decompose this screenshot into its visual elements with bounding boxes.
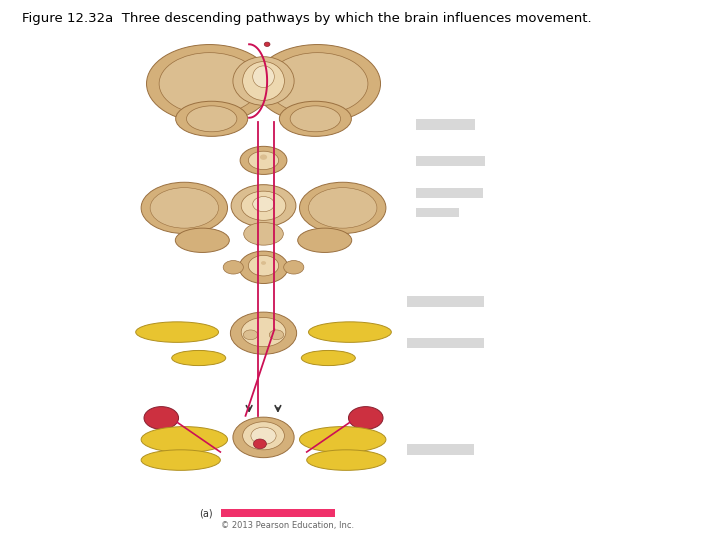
Ellipse shape: [240, 146, 287, 174]
Ellipse shape: [230, 312, 297, 354]
Ellipse shape: [308, 187, 377, 228]
Ellipse shape: [248, 255, 279, 276]
Ellipse shape: [243, 222, 284, 245]
Ellipse shape: [298, 228, 352, 253]
Bar: [416, 119, 475, 130]
Ellipse shape: [141, 450, 220, 470]
Ellipse shape: [233, 57, 294, 105]
Ellipse shape: [186, 106, 237, 132]
Ellipse shape: [147, 45, 272, 123]
Ellipse shape: [300, 427, 386, 453]
Ellipse shape: [255, 45, 380, 123]
Ellipse shape: [172, 350, 226, 366]
Ellipse shape: [239, 251, 288, 284]
Ellipse shape: [269, 330, 284, 340]
Ellipse shape: [260, 154, 267, 160]
Ellipse shape: [141, 183, 228, 233]
Ellipse shape: [348, 407, 383, 429]
Ellipse shape: [141, 427, 228, 453]
Ellipse shape: [176, 102, 248, 137]
Ellipse shape: [264, 42, 270, 46]
Ellipse shape: [279, 102, 351, 137]
Text: © 2013 Pearson Education, Inc.: © 2013 Pearson Education, Inc.: [221, 522, 354, 530]
Ellipse shape: [231, 185, 296, 227]
Bar: [416, 208, 459, 217]
Ellipse shape: [284, 261, 304, 274]
Ellipse shape: [251, 427, 276, 444]
Ellipse shape: [233, 417, 294, 458]
Ellipse shape: [267, 52, 368, 115]
Ellipse shape: [243, 422, 284, 450]
Bar: [416, 156, 485, 166]
Bar: [407, 338, 484, 348]
Ellipse shape: [243, 62, 284, 100]
Ellipse shape: [290, 106, 341, 132]
Bar: [407, 296, 484, 307]
Bar: [407, 444, 474, 455]
Ellipse shape: [150, 187, 219, 228]
Ellipse shape: [241, 191, 286, 220]
Bar: [221, 509, 335, 517]
Ellipse shape: [243, 330, 258, 340]
Ellipse shape: [261, 261, 266, 265]
Ellipse shape: [176, 228, 229, 253]
Ellipse shape: [248, 151, 279, 170]
Text: Figure 12.32a  Three descending pathways by which the brain influences movement.: Figure 12.32a Three descending pathways …: [22, 12, 591, 25]
Ellipse shape: [300, 183, 386, 233]
Bar: [416, 188, 483, 198]
Ellipse shape: [301, 350, 356, 366]
Ellipse shape: [253, 439, 266, 449]
Ellipse shape: [308, 322, 392, 342]
Ellipse shape: [223, 261, 243, 274]
Ellipse shape: [135, 322, 219, 342]
Ellipse shape: [241, 318, 286, 347]
Ellipse shape: [307, 450, 386, 470]
Ellipse shape: [253, 197, 274, 212]
Ellipse shape: [253, 66, 274, 87]
Ellipse shape: [159, 52, 260, 115]
Text: (a): (a): [199, 508, 213, 518]
Ellipse shape: [144, 407, 179, 429]
